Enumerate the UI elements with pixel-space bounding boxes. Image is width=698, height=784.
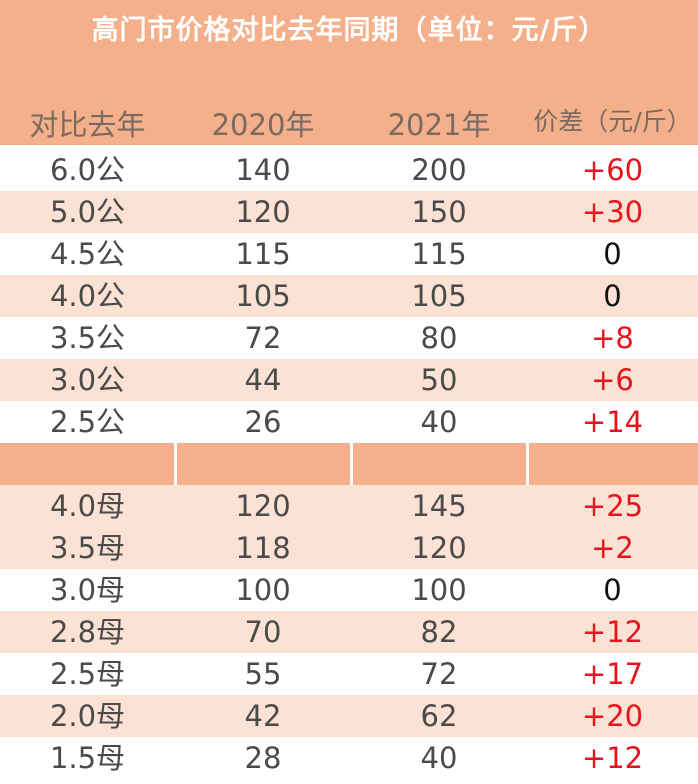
cell-diff: +30 [581,195,644,229]
table-title: 高门市价格对比去年同期（单位：元/斤） [91,15,607,46]
cell-2021: 82 [420,615,458,649]
table-row: 1.5母 28 40 +12 [0,737,698,779]
cell-spec: 1.5母 [49,741,126,775]
cell-spec: 2.0母 [49,699,126,733]
column-header-diff: 价差（元/斤） [533,107,692,136]
cell-diff: 0 [603,279,622,313]
cell-spec: 2.8母 [49,615,126,649]
table-row: 3.0公 44 50 +6 [0,359,698,401]
cell-2020: 55 [244,657,282,691]
cell-2021: 200 [411,153,467,187]
cell-spec: 3.5公 [49,321,126,355]
cell-2020: 70 [244,615,282,649]
column-header-2021: 2021年 [387,108,491,142]
cell-spec: 5.0公 [49,195,126,229]
cell-2021: 40 [420,405,458,439]
cell-diff: 0 [603,573,622,607]
cell-2020: 72 [244,321,282,355]
cell-spec: 2.5母 [49,657,126,691]
cell-2020: 105 [235,279,291,313]
cell-2020 [175,443,351,485]
table-row: 3.5公 72 80 +8 [0,317,698,359]
cell-spec: 3.5母 [49,531,126,565]
table-row: 3.0母 100 100 0 [0,569,698,611]
cell-2020: 115 [235,237,291,271]
column-divider [350,443,353,485]
cell-diff: +6 [591,363,634,397]
cell-2021: 62 [420,699,458,733]
separator-row [0,443,698,485]
cell-spec: 4.0公 [49,279,126,313]
cell-2021: 150 [411,195,467,229]
cell-2020: 44 [244,363,282,397]
column-header-2020: 2020年 [211,108,315,142]
table-row: 2.0母 42 62 +20 [0,695,698,737]
cell-spec [0,443,175,485]
cell-2021: 115 [411,237,467,271]
cell-2021 [351,443,527,485]
table-row: 4.0母 120 145 +25 [0,485,698,527]
cell-2020: 120 [235,195,291,229]
column-divider [174,443,177,485]
table-row: 3.5母 118 120 +2 [0,527,698,569]
cell-2021: 120 [411,531,467,565]
table-row: 4.0公 105 105 0 [0,275,698,317]
cell-2021: 50 [420,363,458,397]
cell-diff: 0 [603,237,622,271]
cell-diff: +17 [581,657,644,691]
cell-2021: 145 [411,489,467,523]
cell-2021: 105 [411,279,467,313]
cell-diff: +12 [581,615,644,649]
cell-2020: 118 [235,531,291,565]
cell-2021: 100 [411,573,467,607]
cell-diff: +8 [591,321,634,355]
cell-2020: 120 [235,489,291,523]
table-row: 6.0公 140 200 +60 [0,149,698,191]
table-row: 2.8母 70 82 +12 [0,611,698,653]
cell-2021: 40 [420,741,458,775]
cell-diff: +20 [581,699,644,733]
table-row: 4.5公 115 115 0 [0,233,698,275]
cell-2020: 28 [244,741,282,775]
table-row: 2.5公 26 40 +14 [0,401,698,443]
cell-spec: 4.0母 [49,489,126,523]
cell-2021: 72 [420,657,458,691]
table-row: 2.5母 55 72 +17 [0,653,698,695]
cell-2021: 80 [420,321,458,355]
cell-spec: 6.0公 [49,153,126,187]
cell-diff: +12 [581,741,644,775]
cell-2020: 26 [244,405,282,439]
cell-diff [527,443,698,485]
cell-diff: +14 [581,405,644,439]
table-row: 5.0公 120 150 +30 [0,191,698,233]
cell-spec: 2.5公 [49,405,126,439]
cell-spec: 3.0母 [49,573,126,607]
header-band: 高门市价格对比去年同期（单位：元/斤） 对比去年 2020年 2021年 价差（… [0,0,698,145]
cell-diff: +60 [581,153,644,187]
column-divider [526,443,529,485]
cell-spec: 3.0公 [49,363,126,397]
cell-2020: 100 [235,573,291,607]
cell-diff: +2 [591,531,634,565]
cell-2020: 140 [235,153,291,187]
cell-2020: 42 [244,699,282,733]
cell-diff: +25 [581,489,644,523]
column-header-spec: 对比去年 [29,108,146,142]
cell-spec: 4.5公 [49,237,126,271]
